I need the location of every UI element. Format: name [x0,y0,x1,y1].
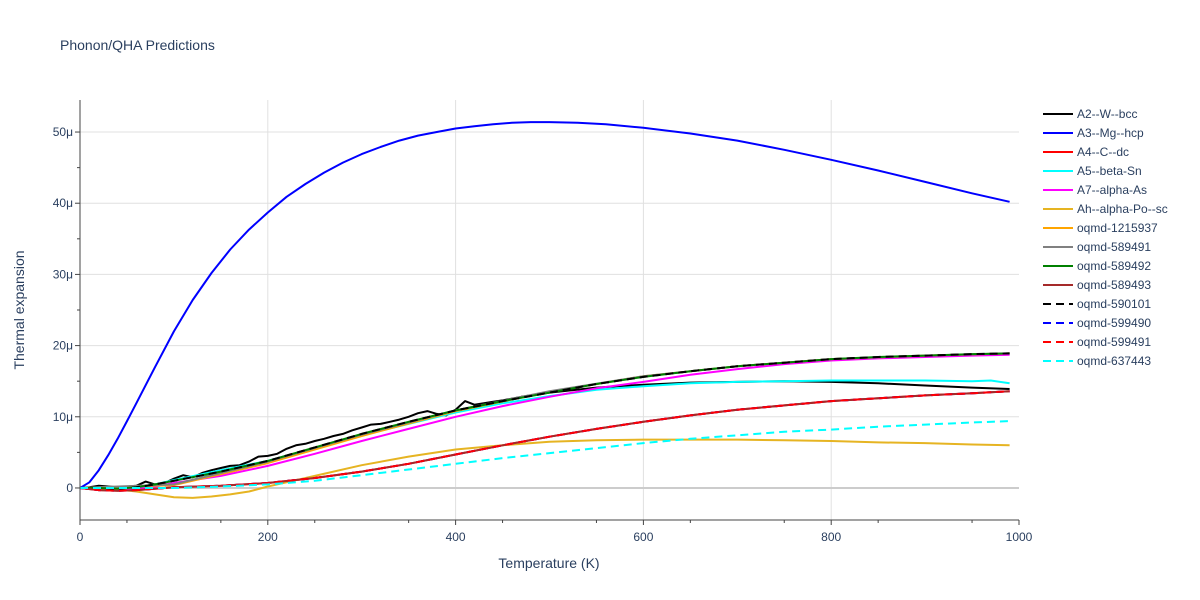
x-axis-title: Temperature (K) [498,555,599,571]
series-line-oqmd-637443 [80,420,1010,489]
series-line-oqmd-590101 [80,352,1010,490]
legend-label: A7--alpha-As [1077,183,1147,197]
legend-label: oqmd-589492 [1077,259,1151,273]
legend-label: A3--Mg--hcp [1077,126,1144,140]
x-tick-label: 200 [258,530,278,544]
axes: 0 200 400 600 800 1000 0 10μ 20μ 30μ 40μ 50μ [53,100,1033,544]
legend-item[interactable]: A3--Mg--hcp [1043,126,1144,140]
legend-item[interactable]: A7--alpha-As [1043,183,1147,197]
legend-item[interactable]: oqmd-599490 [1043,316,1151,330]
series-line-A3--Mg--hcp [80,121,1010,489]
legend-item[interactable]: oqmd-589491 [1043,240,1151,254]
legend-label: oqmd-589491 [1077,240,1151,254]
x-tick-label: 400 [446,530,466,544]
legend-item[interactable]: oqmd-590101 [1043,297,1151,311]
legend-label: oqmd-599490 [1077,316,1151,330]
y-tick-label: 10μ [53,410,73,424]
y-tick-label: 50μ [53,125,73,139]
grid-lines [80,100,1019,520]
x-tick-label: 0 [77,530,84,544]
y-tick-label: 30μ [53,267,73,281]
y-axis-title: Thermal expansion [11,250,27,369]
legend-label: A5--beta-Sn [1077,164,1142,178]
legend-label: oqmd-1215937 [1077,221,1158,235]
legend-item[interactable]: oqmd-1215937 [1043,221,1158,235]
plot-area [80,121,1010,499]
chart-title: Phonon/QHA Predictions [60,37,215,53]
legend-item[interactable]: oqmd-599491 [1043,335,1151,349]
x-tick-label: 1000 [1006,530,1033,544]
legend-label: Ah--alpha-Po--sc [1077,202,1168,216]
legend-label: oqmd-589493 [1077,278,1151,292]
legend-label: A2--W--bcc [1077,107,1137,121]
legend-item[interactable]: oqmd-589493 [1043,278,1151,292]
legend[interactable]: A2--W--bcc A3--Mg--hcp A4--C--dc A5--beta-S… [1043,107,1168,368]
legend-label: oqmd-590101 [1077,297,1151,311]
x-tick-label: 800 [821,530,841,544]
legend-item[interactable]: A2--W--bcc [1043,107,1137,121]
legend-label: oqmd-637443 [1077,354,1151,368]
legend-label: A4--C--dc [1077,145,1129,159]
legend-label: oqmd-599491 [1077,335,1151,349]
series-line-A7--alpha-As [80,353,1010,492]
legend-item[interactable]: A5--beta-Sn [1043,164,1142,178]
series-line-Ah--alpha-Po--sc [80,438,1010,499]
legend-item[interactable]: oqmd-637443 [1043,354,1151,368]
x-tick-label: 600 [633,530,653,544]
y-tick-label: 0 [66,481,73,495]
legend-item[interactable]: oqmd-589492 [1043,259,1151,273]
y-tick-label: 40μ [53,196,73,210]
y-tick-label: 20μ [53,339,73,353]
legend-item[interactable]: A4--C--dc [1043,145,1129,159]
legend-item[interactable]: Ah--alpha-Po--sc [1043,202,1168,216]
